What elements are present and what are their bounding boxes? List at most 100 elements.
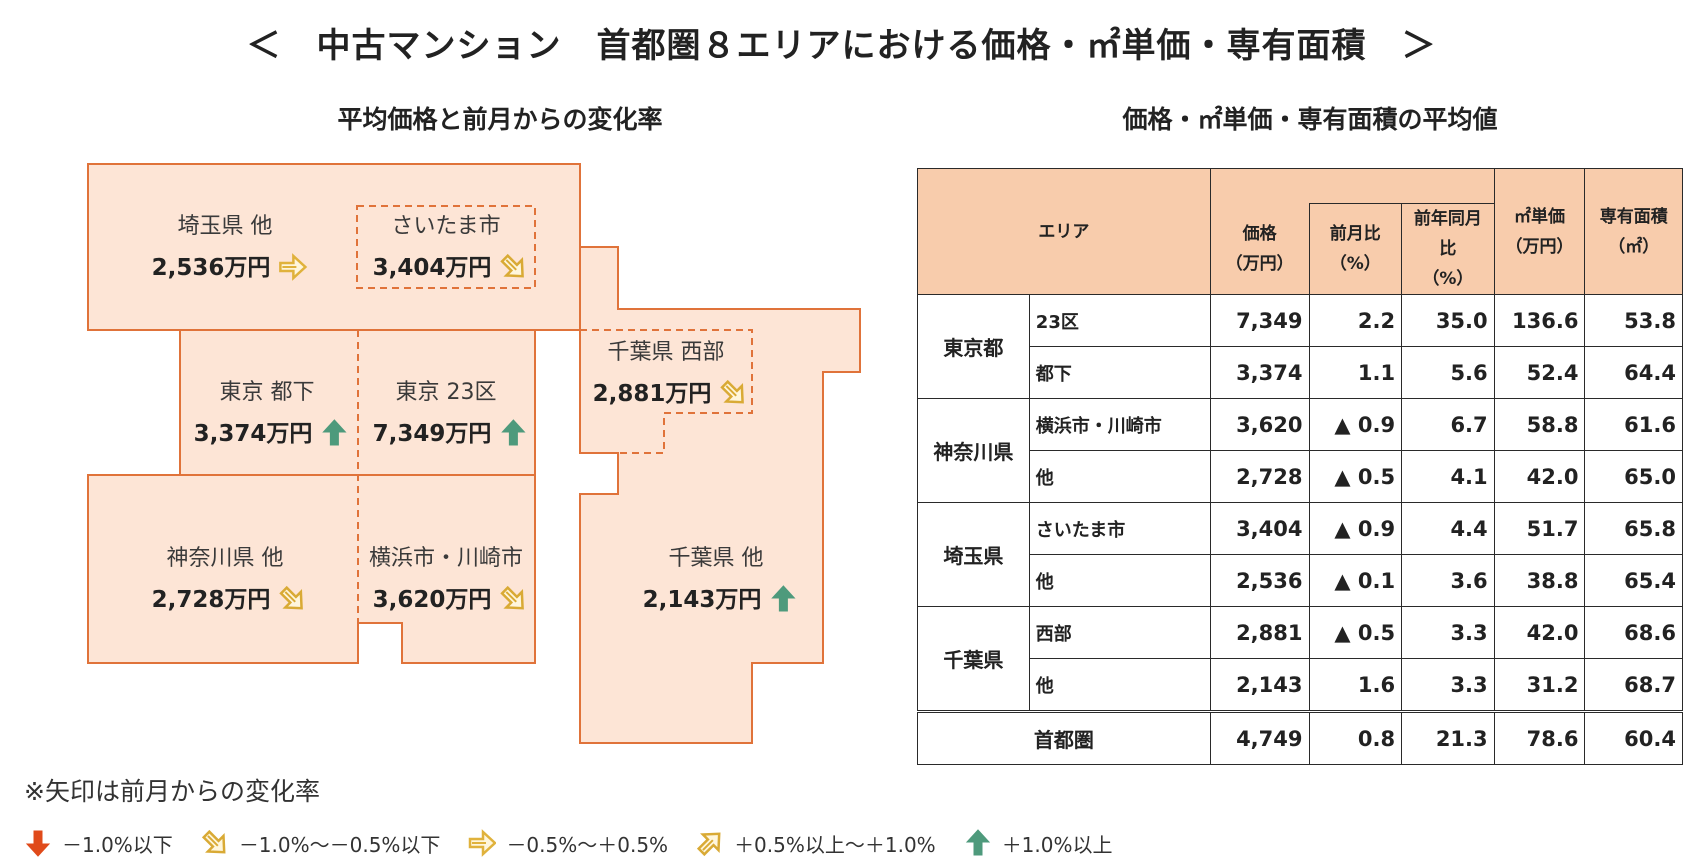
area-price-label: 3,374万円	[194, 421, 313, 447]
floor-area-cell: 64.4	[1584, 346, 1683, 399]
header-price: 価格 （万円）	[1209, 203, 1310, 295]
yoy-cell: 35.0	[1401, 294, 1495, 347]
arrow-note: ※矢印は前月からの変化率	[24, 777, 320, 806]
legend: －1.0%以下 －1.0%～－0.5%以下 －0.5%～＋0.5% ＋0.5%以…	[24, 826, 1141, 860]
sub-area-cell: さいたま市	[1028, 502, 1211, 555]
map-title: 平均価格と前月からの変化率	[337, 105, 663, 134]
sqm-price-cell: 136.6	[1493, 294, 1586, 347]
mom-cell: 1.6	[1308, 658, 1403, 712]
summary-table: エリア ㎡単価 （万円） 専有面積 （㎡） 価格 （万円） 前月比 （%） 前年同月比（…	[917, 168, 1683, 765]
mom-cell: 2.2	[1308, 294, 1403, 347]
sub-area-cell: 他	[1028, 554, 1211, 607]
price-cell: 7,349	[1209, 294, 1310, 347]
floor-area-cell: 68.7	[1584, 658, 1683, 712]
sub-area-cell: 他	[1028, 658, 1211, 712]
arrow-strong-up-icon	[965, 829, 990, 856]
arrow-strong-down-icon	[25, 830, 51, 857]
mom-cell: ▲ 0.9	[1308, 502, 1403, 555]
mom-cell: ▲ 0.5	[1308, 606, 1403, 659]
group-cell: 千葉県	[917, 606, 1030, 712]
saitama-city-boundary	[356, 205, 536, 289]
group-cell: 神奈川県	[917, 398, 1030, 503]
area-name-label: 埼玉県 他	[178, 214, 273, 239]
area-price-label: 2,881万円	[593, 381, 712, 407]
yoy-cell: 3.3	[1401, 658, 1495, 712]
arrow-up-icon	[696, 832, 721, 857]
table-row: 神奈川県 横浜市・川崎市 3,620 ▲ 0.9 6.7 58.8 61.6	[917, 398, 1683, 503]
mom-cell: 1.1	[1308, 346, 1403, 399]
mom-cell: ▲ 0.1	[1308, 554, 1403, 607]
legend-item: －0.5%～＋0.5%	[468, 829, 668, 858]
arrow-strong-up-icon	[322, 419, 347, 446]
legend-label: －1.0%以下	[62, 832, 173, 857]
sub-area-cell: 横浜市・川崎市	[1028, 398, 1211, 451]
area-name-label: 神奈川県 他	[167, 546, 284, 571]
yoy-cell: 4.1	[1401, 450, 1495, 503]
mom-cell: ▲ 0.9	[1308, 398, 1403, 451]
yoy-cell: 5.6	[1401, 346, 1495, 399]
floor-area-cell: 53.8	[1584, 294, 1683, 347]
legend-label: ＋0.5%以上～＋1.0%	[734, 832, 936, 857]
sqm-price-cell: 42.0	[1493, 606, 1586, 659]
sub-area-cell: 23区	[1028, 294, 1211, 347]
arrow-flat-icon	[279, 253, 308, 281]
header-floor-area: 専有面積 （㎡）	[1584, 168, 1683, 295]
table-row: 他 2,536 ▲ 0.1 3.6 38.8 65.4	[918, 554, 1683, 607]
price-cell: 2,881	[1209, 606, 1310, 659]
area-name-label: さいたま市	[391, 214, 500, 239]
arrow-strong-down-icon	[25, 830, 51, 857]
legend-item: －1.0%以下	[24, 829, 173, 858]
group-cell: 埼玉県	[917, 502, 1030, 607]
table-row: 都下 3,374 1.1 5.6 52.4 64.4	[918, 346, 1683, 399]
sqm-price-cell: 78.6	[1493, 710, 1586, 765]
area-name-label: 東京 都下	[220, 380, 315, 405]
area-name-label: 東京 23区	[396, 380, 497, 405]
floor-area-cell: 60.4	[1584, 710, 1683, 765]
sqm-price-cell: 38.8	[1493, 554, 1586, 607]
table-row: 埼玉県 さいたま市 3,404 ▲ 0.9 4.4 51.7 65.8	[917, 502, 1683, 607]
table-row: 他 2,728 ▲ 0.5 4.1 42.0 65.0	[918, 450, 1683, 503]
arrow-down-icon	[201, 829, 226, 854]
area-price-label: 3,404万円	[373, 255, 492, 281]
yoy-cell: 3.6	[1401, 554, 1495, 607]
arrow-down-icon	[279, 585, 303, 610]
floor-area-cell: 65.0	[1584, 450, 1683, 503]
arrow-flat-icon	[469, 829, 497, 857]
floor-area-cell: 65.4	[1584, 554, 1683, 607]
legend-label: ＋1.0%以上	[1001, 832, 1113, 857]
arrow-up-icon	[696, 832, 721, 857]
yoy-cell: 21.3	[1401, 710, 1495, 765]
price-cell: 2,728	[1209, 450, 1310, 503]
table-row: 他 2,143 1.6 3.3 31.2 68.7	[918, 658, 1683, 712]
price-cell: 2,143	[1209, 658, 1310, 712]
arrow-strong-up-icon	[771, 585, 796, 612]
area-price-label: 2,728万円	[152, 587, 271, 613]
floor-area-cell: 65.8	[1584, 502, 1683, 555]
area-price-label: 2,143万円	[643, 587, 762, 613]
area-price-label: 7,349万円	[373, 421, 492, 447]
kanagawa-region	[87, 474, 536, 664]
area-name-label: 千葉県 他	[669, 546, 764, 571]
arrow-down-icon	[720, 379, 744, 404]
sub-area-cell: 西部	[1028, 606, 1211, 659]
saitama-region	[87, 163, 581, 331]
arrow-down-icon	[201, 829, 226, 854]
sub-area-cell: 都下	[1028, 346, 1211, 399]
table-row: 東京都 23区 7,349 2.2 35.0 136.6 53.8	[917, 294, 1683, 399]
yoy-cell: 4.4	[1401, 502, 1495, 555]
page-title: ＜ 中古マンション 首都圏８エリアにおける価格・㎡単価・専有面積 ＞	[246, 26, 1437, 66]
header-sqm-price: ㎡単価 （万円）	[1493, 168, 1586, 295]
area-price-label: 2,536万円	[152, 255, 271, 281]
yoy-cell: 3.3	[1401, 606, 1495, 659]
header-area: エリア	[917, 168, 1211, 295]
arrow-down-icon	[500, 585, 524, 610]
total-row: 首都圏 4,749 0.8 21.3 78.6 60.4	[917, 710, 1683, 765]
arrow-strong-up-icon	[965, 829, 990, 856]
legend-label: －0.5%～＋0.5%	[506, 832, 669, 857]
chiba-west-boundary	[580, 329, 753, 454]
sqm-price-cell: 52.4	[1493, 346, 1586, 399]
table-title: 価格・㎡単価・専有面積の平均値	[1122, 105, 1498, 134]
chiba-region	[579, 246, 861, 744]
floor-area-cell: 68.6	[1584, 606, 1683, 659]
